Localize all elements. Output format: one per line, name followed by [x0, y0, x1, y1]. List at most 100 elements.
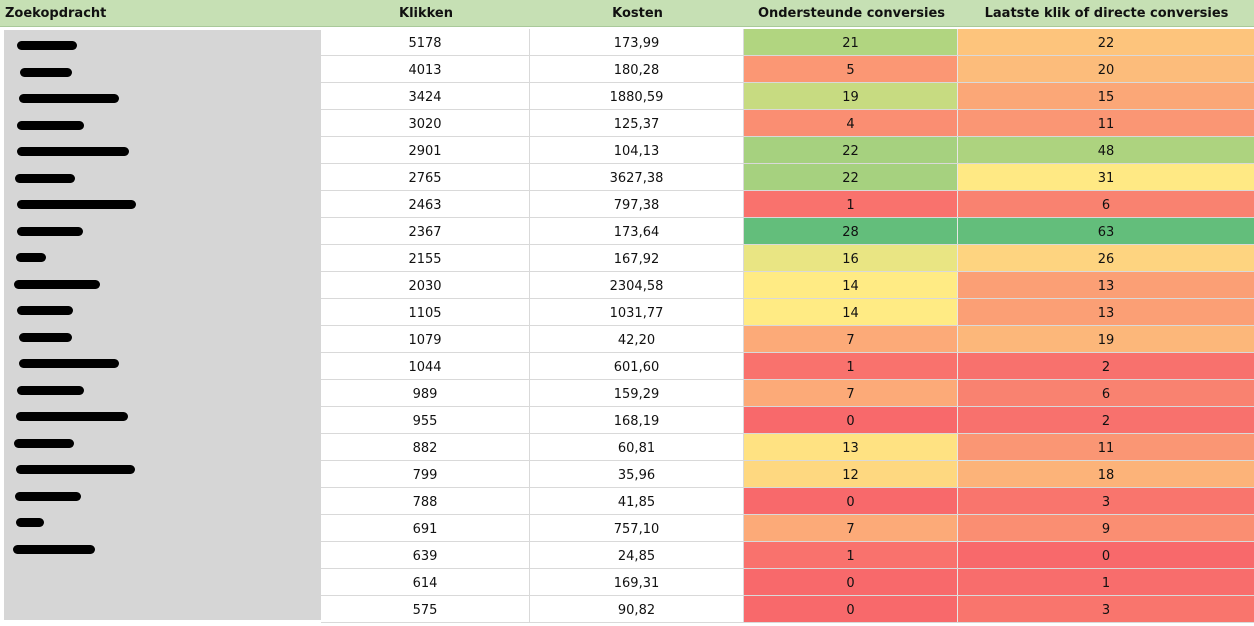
cell-assisted-conversions[interactable]: 0	[744, 569, 958, 595]
cell-clicks[interactable]: 3424	[321, 83, 530, 109]
cell-last-click-conversions[interactable]: 18	[958, 461, 1254, 487]
cell-cost[interactable]: 60,81	[530, 434, 744, 460]
cell-assisted-conversions[interactable]: 1	[744, 191, 958, 217]
cell-assisted-conversions[interactable]: 0	[744, 488, 958, 514]
cell-clicks[interactable]: 989	[321, 380, 530, 406]
redaction-bar	[16, 253, 46, 262]
header-cost[interactable]: Kosten	[612, 6, 663, 21]
cell-cost[interactable]: 757,10	[530, 515, 744, 541]
table-body: 5178 173,99 21 22 4013 180,28 5 20 3424 1880,59 19…	[321, 29, 1254, 623]
cell-last-click-conversions[interactable]: 0	[958, 542, 1254, 568]
cell-clicks[interactable]: 2463	[321, 191, 530, 217]
cell-cost[interactable]: 2304,58	[530, 272, 744, 298]
cell-assisted-conversions[interactable]: 16	[744, 245, 958, 271]
cell-assisted-conversions[interactable]: 7	[744, 380, 958, 406]
cell-last-click-conversions[interactable]: 13	[958, 272, 1254, 298]
cell-cost[interactable]: 24,85	[530, 542, 744, 568]
cell-cost[interactable]: 1031,77	[530, 299, 744, 325]
cell-last-click-conversions[interactable]: 31	[958, 164, 1254, 190]
cell-last-click-conversions[interactable]: 2	[958, 353, 1254, 379]
cell-assisted-conversions[interactable]: 22	[744, 164, 958, 190]
cell-cost[interactable]: 173,64	[530, 218, 744, 244]
cell-assisted-conversions[interactable]: 12	[744, 461, 958, 487]
cell-last-click-conversions[interactable]: 22	[958, 29, 1254, 55]
cell-clicks[interactable]: 2367	[321, 218, 530, 244]
cell-assisted-conversions[interactable]: 14	[744, 299, 958, 325]
header-clicks[interactable]: Klikken	[399, 6, 453, 21]
cell-assisted-conversions[interactable]: 28	[744, 218, 958, 244]
cell-assisted-conversions[interactable]: 0	[744, 596, 958, 622]
cell-cost[interactable]: 167,92	[530, 245, 744, 271]
cell-cost[interactable]: 159,29	[530, 380, 744, 406]
cell-last-click-conversions[interactable]: 48	[958, 137, 1254, 163]
cell-cost[interactable]: 125,37	[530, 110, 744, 136]
cell-clicks[interactable]: 2901	[321, 137, 530, 163]
cell-last-click-conversions[interactable]: 15	[958, 83, 1254, 109]
cell-clicks[interactable]: 1105	[321, 299, 530, 325]
cell-last-click-conversions[interactable]: 3	[958, 488, 1254, 514]
cell-assisted-conversions[interactable]: 1	[744, 542, 958, 568]
cell-assisted-conversions[interactable]: 22	[744, 137, 958, 163]
cell-last-click-conversions[interactable]: 19	[958, 326, 1254, 352]
cell-last-click-conversions[interactable]: 11	[958, 110, 1254, 136]
cell-clicks[interactable]: 575	[321, 596, 530, 622]
cell-last-click-conversions[interactable]: 11	[958, 434, 1254, 460]
cell-cost[interactable]: 3627,38	[530, 164, 744, 190]
redaction-bar	[14, 279, 100, 289]
cell-last-click-conversions[interactable]: 6	[958, 191, 1254, 217]
cell-clicks[interactable]: 2155	[321, 245, 530, 271]
cell-last-click-conversions[interactable]: 1	[958, 569, 1254, 595]
cell-cost[interactable]: 104,13	[530, 137, 744, 163]
cell-cost[interactable]: 41,85	[530, 488, 744, 514]
cell-last-click-conversions[interactable]: 2	[958, 407, 1254, 433]
cell-last-click-conversions[interactable]: 26	[958, 245, 1254, 271]
cell-clicks[interactable]: 2765	[321, 164, 530, 190]
cell-cost[interactable]: 35,96	[530, 461, 744, 487]
cell-assisted-conversions[interactable]: 7	[744, 515, 958, 541]
cell-clicks[interactable]: 639	[321, 542, 530, 568]
cell-cost[interactable]: 601,60	[530, 353, 744, 379]
cell-assisted-conversions[interactable]: 19	[744, 83, 958, 109]
cell-assisted-conversions[interactable]: 1	[744, 353, 958, 379]
cell-cost[interactable]: 1880,59	[530, 83, 744, 109]
cell-assisted-conversions[interactable]: 13	[744, 434, 958, 460]
cell-cost[interactable]: 90,82	[530, 596, 744, 622]
table-row: 575 90,82 0 3	[321, 596, 1254, 623]
cell-clicks[interactable]: 1079	[321, 326, 530, 352]
cell-clicks[interactable]: 955	[321, 407, 530, 433]
cell-clicks[interactable]: 5178	[321, 29, 530, 55]
cell-last-click-conversions[interactable]: 13	[958, 299, 1254, 325]
table-row: 955 168,19 0 2	[321, 407, 1254, 434]
cell-clicks[interactable]: 799	[321, 461, 530, 487]
cell-clicks[interactable]: 1044	[321, 353, 530, 379]
cell-assisted-conversions[interactable]: 4	[744, 110, 958, 136]
header-last-click-conversions[interactable]: Laatste klik of directe conversies	[984, 6, 1229, 21]
cell-assisted-conversions[interactable]: 5	[744, 56, 958, 82]
header-assisted-conversions[interactable]: Ondersteunde conversies	[757, 6, 946, 21]
cell-assisted-conversions[interactable]: 7	[744, 326, 958, 352]
cell-clicks[interactable]: 4013	[321, 56, 530, 82]
cell-assisted-conversions[interactable]: 14	[744, 272, 958, 298]
cell-last-click-conversions[interactable]: 9	[958, 515, 1254, 541]
cell-cost[interactable]: 168,19	[530, 407, 744, 433]
cell-clicks[interactable]: 882	[321, 434, 530, 460]
cell-cost[interactable]: 173,99	[530, 29, 744, 55]
cell-clicks[interactable]: 691	[321, 515, 530, 541]
cell-cost[interactable]: 180,28	[530, 56, 744, 82]
cell-last-click-conversions[interactable]: 6	[958, 380, 1254, 406]
cell-clicks[interactable]: 614	[321, 569, 530, 595]
cell-clicks[interactable]: 788	[321, 488, 530, 514]
cell-clicks[interactable]: 3020	[321, 110, 530, 136]
cell-last-click-conversions[interactable]: 20	[958, 56, 1254, 82]
cell-assisted-conversions[interactable]: 21	[744, 29, 958, 55]
redaction-bar	[19, 332, 72, 342]
cell-last-click-conversions[interactable]: 63	[958, 218, 1254, 244]
header-query[interactable]: Zoekopdracht	[5, 6, 107, 21]
cell-last-click-conversions[interactable]: 3	[958, 596, 1254, 622]
cell-clicks[interactable]: 2030	[321, 272, 530, 298]
cell-cost[interactable]: 42,20	[530, 326, 744, 352]
table-row: 2155 167,92 16 26	[321, 245, 1254, 272]
cell-assisted-conversions[interactable]: 0	[744, 407, 958, 433]
cell-cost[interactable]: 797,38	[530, 191, 744, 217]
cell-cost[interactable]: 169,31	[530, 569, 744, 595]
